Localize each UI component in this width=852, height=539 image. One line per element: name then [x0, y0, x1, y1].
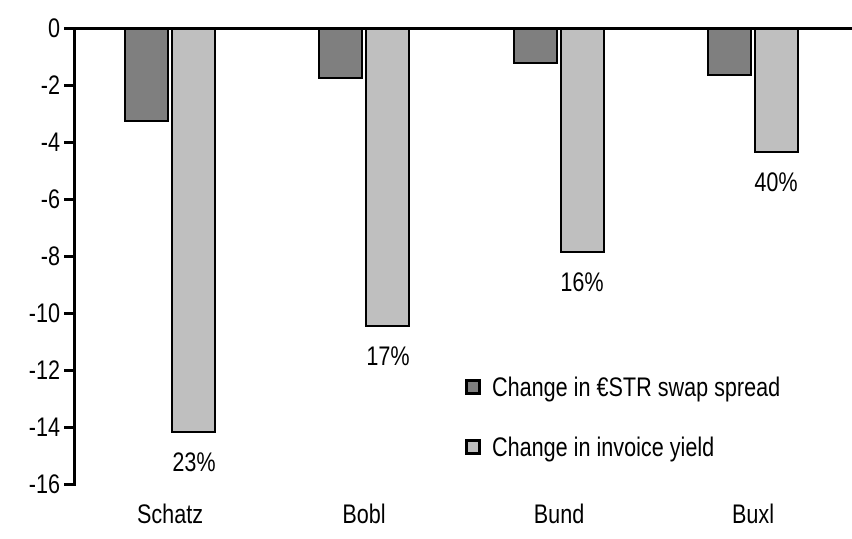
bar-value-label: 16%: [560, 267, 604, 298]
y-tick-label: -4: [40, 127, 60, 157]
bar-invoice-yield-bobl: [365, 28, 411, 328]
y-tick: [64, 369, 73, 372]
x-axis-baseline: [64, 27, 852, 30]
y-tick: [64, 483, 73, 486]
bar-swap-spread-buxl: [706, 28, 752, 77]
bar-invoice-yield-schatz: [171, 28, 217, 433]
bar-swap-spread-bobl: [318, 28, 364, 80]
bar-swap-spread-bund: [512, 28, 558, 64]
y-tick-label: -16: [28, 469, 60, 499]
y-tick: [64, 27, 73, 30]
legend-item: Change in €STR swap spread: [465, 371, 852, 403]
category-label-bund: Bund: [533, 499, 584, 529]
y-tick-label: -14: [28, 412, 60, 442]
y-axis: [73, 27, 76, 486]
y-tick-label: -2: [40, 70, 60, 100]
legend: Change in €STR swap spread Change in inv…: [465, 371, 852, 491]
bar-invoice-yield-bund: [559, 28, 605, 254]
y-tick: [64, 198, 73, 201]
legend-item: Change in invoice yield: [465, 431, 852, 463]
bar-swap-spread-schatz: [124, 28, 170, 123]
category-label-schatz: Schatz: [137, 499, 204, 529]
y-tick: [64, 426, 73, 429]
y-tick: [64, 255, 73, 258]
y-tick: [64, 312, 73, 315]
bar-invoice-yield-buxl: [753, 28, 799, 154]
legend-swatch-icon: [465, 439, 481, 455]
y-tick-label: 0: [47, 13, 60, 43]
category-label-bobl: Bobl: [342, 499, 386, 529]
y-tick: [64, 141, 73, 144]
y-tick-label: -12: [28, 355, 60, 385]
y-tick-label: -6: [40, 184, 60, 214]
bar-value-label: 23%: [172, 446, 216, 477]
bar-value-label: 17%: [366, 341, 410, 372]
bar-value-label: 40%: [754, 167, 798, 198]
category-label-buxl: Buxl: [731, 499, 774, 529]
legend-label: Change in invoice yield: [492, 432, 715, 462]
legend-swatch-icon: [465, 379, 481, 395]
y-tick-label: -10: [28, 298, 60, 328]
y-tick: [64, 84, 73, 87]
y-tick-label: -8: [40, 241, 60, 271]
legend-label: Change in €STR swap spread: [492, 372, 781, 402]
